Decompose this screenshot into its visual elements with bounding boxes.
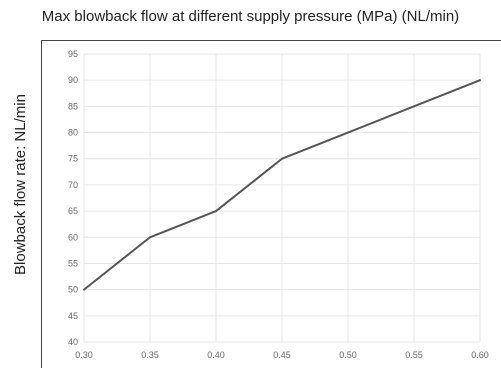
x-tick-label: 0.35: [141, 350, 159, 360]
y-tick-label: 60: [68, 232, 78, 242]
x-tick-label: 0.45: [273, 350, 291, 360]
data-point: [215, 210, 217, 213]
y-tick-label: 75: [68, 154, 78, 164]
x-tick-label: 0.30: [75, 350, 93, 360]
y-tick-label: 65: [68, 206, 78, 216]
y-tick-label: 70: [68, 180, 78, 190]
x-tick-label: 0.60: [471, 350, 489, 360]
chart-frame: [41, 40, 501, 368]
chart-title: Max blowback flow at different supply pr…: [41, 8, 460, 25]
data-point: [479, 79, 481, 82]
y-tick-label: 55: [68, 258, 78, 268]
data-point: [347, 131, 349, 134]
y-tick-label: 95: [68, 49, 78, 59]
data-point: [83, 288, 85, 291]
data-point: [149, 236, 151, 239]
y-tick-label: 50: [68, 285, 78, 295]
data-point: [281, 157, 283, 160]
y-tick-label: 80: [68, 128, 78, 138]
x-tick-labels: 0.30 0.35 0.40 0.45 0.50 0.55 0.60: [75, 350, 489, 360]
data-point: [413, 105, 415, 108]
y-tick-label: 90: [68, 75, 78, 85]
y-tick-label: 40: [68, 337, 78, 347]
y-tick-labels: 40 45 50 55 60 65 70 75 80 85 90 95: [68, 49, 78, 347]
y-tick-label: 85: [68, 101, 78, 111]
y-tick-label: 45: [68, 311, 78, 321]
x-tick-label: 0.50: [339, 350, 357, 360]
x-tick-label: 0.55: [405, 350, 423, 360]
x-tick-label: 0.40: [207, 350, 225, 360]
grid-lines: [83, 53, 481, 343]
series-layer: [83, 79, 481, 291]
